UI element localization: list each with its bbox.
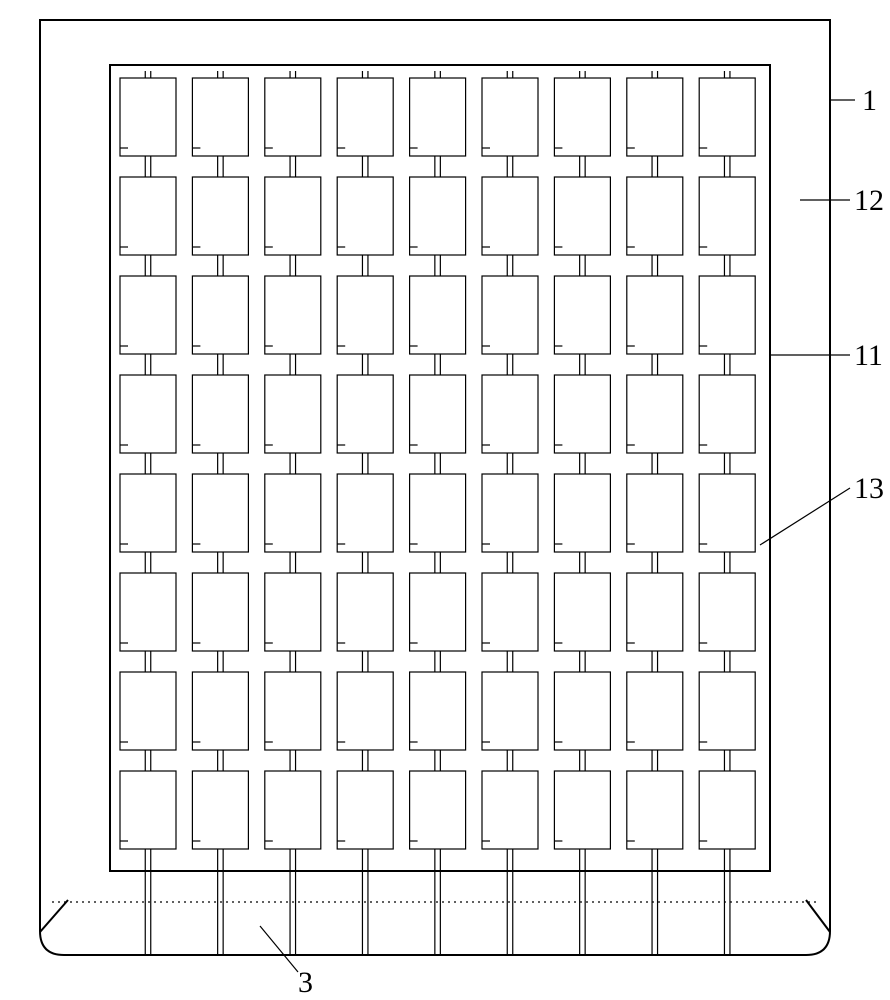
- grid-cell: [410, 474, 466, 552]
- grid-cell: [699, 474, 755, 552]
- grid-cell: [192, 474, 248, 552]
- grid-cell: [410, 177, 466, 255]
- grid-cell: [627, 573, 683, 651]
- grid-cell: [699, 177, 755, 255]
- grid-cell: [482, 771, 538, 849]
- grid: [120, 71, 755, 954]
- schematic-diagram: 1 12 11 13 3: [0, 0, 890, 1000]
- grid-cell: [337, 78, 393, 156]
- grid-cell: [410, 672, 466, 750]
- grid-cell: [192, 771, 248, 849]
- grid-cell: [337, 474, 393, 552]
- label-text: 1: [862, 84, 877, 117]
- grid-cell: [554, 177, 610, 255]
- grid-cell: [627, 177, 683, 255]
- grid-cell: [554, 78, 610, 156]
- grid-cell: [410, 771, 466, 849]
- grid-cell: [337, 375, 393, 453]
- grid-cell: [192, 177, 248, 255]
- grid-cell: [554, 276, 610, 354]
- grid-cell: [482, 78, 538, 156]
- grid-cell: [554, 474, 610, 552]
- grid-cell: [482, 672, 538, 750]
- grid-cell: [265, 78, 321, 156]
- grid-cell: [337, 177, 393, 255]
- grid-cell: [554, 771, 610, 849]
- label-text: 12: [854, 184, 884, 217]
- grid-cell: [265, 573, 321, 651]
- grid-cell: [265, 375, 321, 453]
- grid-cell: [265, 177, 321, 255]
- grid-cell: [482, 276, 538, 354]
- grid-cell: [482, 573, 538, 651]
- grid-cell: [482, 375, 538, 453]
- grid-cell: [627, 375, 683, 453]
- grid-cell: [337, 672, 393, 750]
- grid-cell: [120, 276, 176, 354]
- grid-cell: [699, 573, 755, 651]
- right-notch: [806, 900, 830, 932]
- grid-cell: [120, 474, 176, 552]
- grid-cell: [554, 573, 610, 651]
- grid-cell: [265, 672, 321, 750]
- label-lead: [260, 926, 298, 972]
- label-text: 13: [854, 472, 884, 505]
- grid-cell: [120, 177, 176, 255]
- grid-cell: [192, 573, 248, 651]
- grid-cell: [265, 276, 321, 354]
- grid-cell: [120, 375, 176, 453]
- grid-cell: [120, 771, 176, 849]
- grid-cell: [192, 276, 248, 354]
- grid-cell: [554, 672, 610, 750]
- grid-cell: [482, 177, 538, 255]
- label-text: 3: [298, 966, 313, 999]
- grid-cell: [627, 771, 683, 849]
- label-text: 11: [854, 339, 883, 372]
- grid-cell: [410, 276, 466, 354]
- grid-cell: [627, 672, 683, 750]
- grid-cell: [192, 78, 248, 156]
- grid-cell: [120, 672, 176, 750]
- grid-cell: [482, 474, 538, 552]
- grid-cell: [192, 375, 248, 453]
- grid-cell: [410, 78, 466, 156]
- label-lead: [760, 488, 850, 545]
- grid-cell: [192, 672, 248, 750]
- grid-cell: [554, 375, 610, 453]
- grid-cell: [410, 375, 466, 453]
- grid-cell: [265, 771, 321, 849]
- grid-cell: [265, 474, 321, 552]
- left-notch: [40, 900, 68, 932]
- grid-cell: [699, 771, 755, 849]
- grid-cell: [699, 78, 755, 156]
- grid-cell: [699, 276, 755, 354]
- grid-cell: [627, 474, 683, 552]
- grid-cell: [627, 78, 683, 156]
- grid-cell: [120, 78, 176, 156]
- grid-cell: [699, 375, 755, 453]
- grid-cell: [120, 573, 176, 651]
- grid-cell: [410, 573, 466, 651]
- grid-cell: [699, 672, 755, 750]
- grid-cell: [337, 276, 393, 354]
- grid-cell: [337, 771, 393, 849]
- grid-cell: [337, 573, 393, 651]
- grid-cell: [627, 276, 683, 354]
